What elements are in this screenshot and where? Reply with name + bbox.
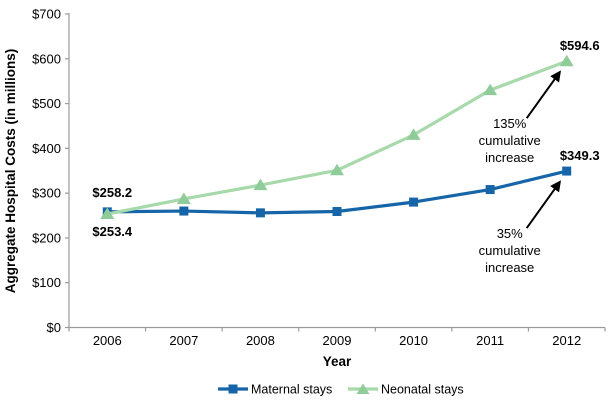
x-axis-title: Year	[323, 354, 352, 369]
marker-triangle-2007	[176, 192, 191, 204]
legend-label-maternal: Maternal stays	[251, 383, 332, 397]
x-tick-label: 2008	[246, 333, 275, 348]
point-label: $258.2	[92, 185, 132, 200]
annotation-text: increase	[485, 150, 534, 165]
y-tick-label: $100	[32, 275, 61, 290]
maternal-square-marker-icon	[228, 384, 238, 394]
x-tick-label: 2012	[552, 333, 581, 348]
annotation-text: 135%	[493, 116, 527, 131]
axes: $0 $100 $200 $300 $400 $500 $600 $700 2006 2007 20…	[32, 7, 606, 348]
annotation-text: 35%	[497, 226, 523, 241]
annotation-arrow	[525, 70, 561, 119]
legend-label-neonatal: Neonatal stays	[381, 383, 464, 397]
legend-item-maternal: Maternal stays	[218, 383, 332, 397]
annotation-text: cumulative	[479, 243, 541, 258]
point-label: $253.4	[92, 224, 133, 239]
y-tick-label: $300	[32, 186, 61, 201]
series	[100, 54, 574, 220]
x-tick-label: 2011	[476, 333, 504, 348]
chart-legend: Maternal stays Neonatal stays	[218, 383, 464, 397]
neonatal-triangle-marker-icon	[356, 383, 370, 394]
marker-square-2007	[179, 206, 189, 216]
marker-square-2010	[409, 197, 419, 207]
annotation-text: increase	[485, 260, 534, 275]
point-label: $349.3	[560, 148, 600, 163]
marker-square-2011	[485, 185, 495, 195]
marker-triangle-2012	[559, 54, 574, 67]
y-tick-label: $600	[32, 51, 61, 66]
y-axis-title: Aggregate Hospital Costs (in millions)	[3, 49, 18, 294]
annotation-arrow	[525, 180, 561, 229]
marker-triangle-2011	[483, 83, 498, 96]
marker-triangle-2009	[330, 163, 344, 176]
point-labels: $258.2 $253.4 $594.6 $349.3	[92, 38, 599, 239]
y-tick-label: $500	[32, 96, 61, 111]
x-tick-label: 2010	[399, 333, 428, 348]
marker-triangle-2008	[253, 178, 268, 191]
x-tick-label: 2006	[93, 333, 122, 348]
marker-square-2008	[255, 208, 265, 218]
marker-triangle-2006	[100, 207, 115, 220]
y-tick-label: $200	[32, 230, 61, 245]
y-tick-label: $0	[47, 320, 61, 335]
x-tick-label: 2009	[323, 333, 352, 348]
annotations: 135% cumulative increase 35% cumulative incre…	[479, 70, 561, 275]
marker-triangle-2010	[406, 128, 421, 140]
x-tick-label: 2007	[169, 333, 198, 348]
series-line-maternal-stays	[105, 169, 569, 215]
annotation-text: cumulative	[479, 133, 541, 148]
point-label: $594.6	[560, 38, 600, 53]
y-tick-label: $400	[32, 141, 61, 156]
legend-item-neonatal: Neonatal stays	[348, 383, 464, 397]
marker-square-2009	[332, 207, 342, 217]
y-tick-label: $700	[32, 7, 61, 22]
marker-square-2012	[562, 166, 572, 176]
